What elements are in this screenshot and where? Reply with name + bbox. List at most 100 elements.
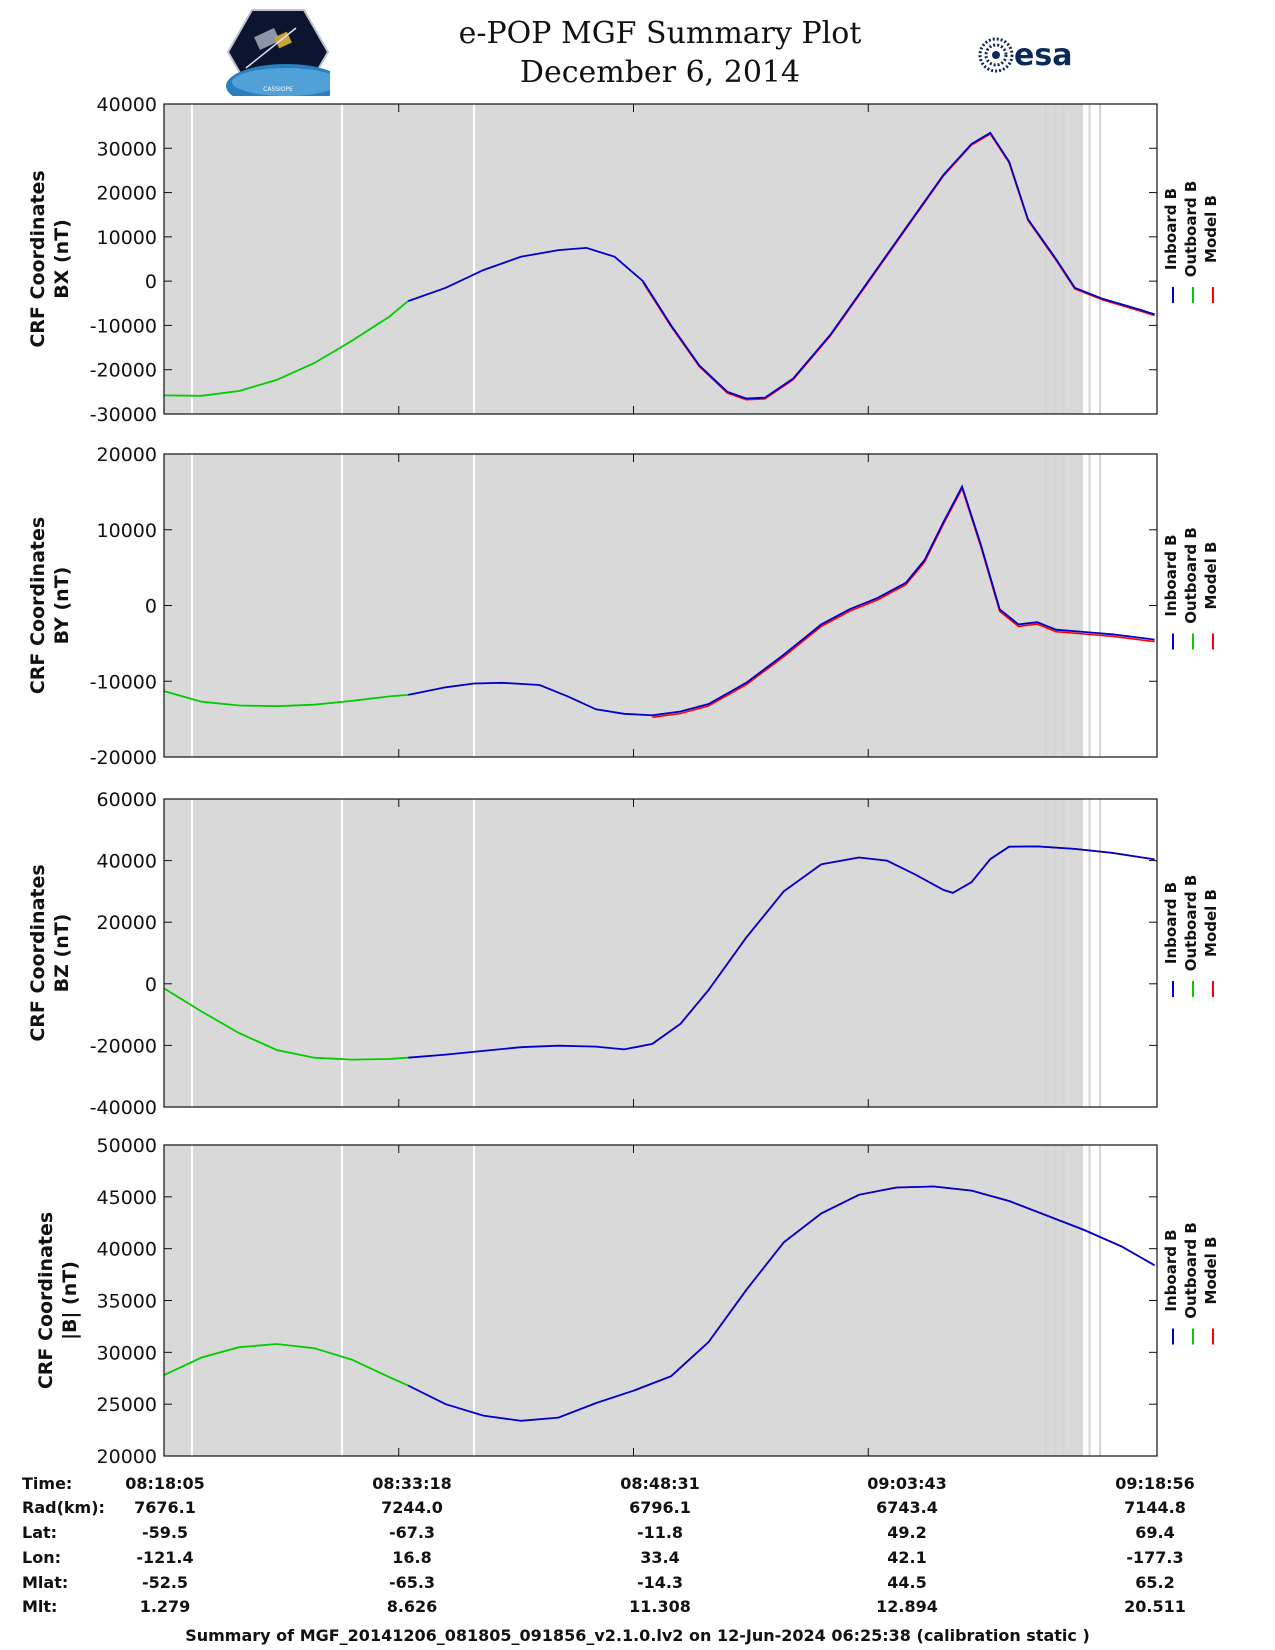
info-value: 49.2 xyxy=(887,1523,927,1542)
info-value: -67.3 xyxy=(388,1523,436,1542)
y-tick-label: 20000 xyxy=(97,1446,157,1468)
info-value: 09:03:43 xyxy=(867,1474,947,1493)
info-value: 42.1 xyxy=(887,1548,927,1567)
legend-label: Model B xyxy=(1202,1237,1220,1305)
y-axis-label-line2: |B| (nT) xyxy=(59,1261,81,1340)
legend-label: Outboard B xyxy=(1182,875,1200,972)
panel-3: -40000 -20000 0 20000 40000 60000 CRF Coordina… xyxy=(27,789,1220,1119)
y-axis-label-line1: CRF Coordinates xyxy=(27,170,49,347)
legend-label: Model B xyxy=(1202,542,1220,610)
info-value: -177.3 xyxy=(1126,1548,1184,1567)
info-value: 44.5 xyxy=(887,1573,927,1592)
info-value: 65.2 xyxy=(1135,1573,1175,1592)
y-tick-label: 25000 xyxy=(97,1394,157,1416)
info-value: -11.8 xyxy=(636,1523,684,1542)
series-outboard-b xyxy=(163,1343,409,1387)
y-tick-label: 60000 xyxy=(97,789,157,811)
y-tick-label: -20000 xyxy=(90,360,157,382)
y-tick-label: 10000 xyxy=(97,227,157,249)
y-tick-label: 20000 xyxy=(97,912,157,934)
esa-logo: esa xyxy=(978,37,1072,73)
y-axis-label-line2: BZ (nT) xyxy=(51,914,73,993)
y-tick-label: 0 xyxy=(145,974,157,996)
y-tick-label: 35000 xyxy=(97,1291,157,1313)
info-value: -59.5 xyxy=(141,1523,189,1542)
y-tick-label: -20000 xyxy=(90,747,157,769)
y-tick-label: 0 xyxy=(145,596,157,618)
info-row: Mlat: -52.5 -65.3 -14.3 44.5 65.2 xyxy=(0,1573,1275,1597)
legend-label: Model B xyxy=(1202,889,1220,957)
info-value: -121.4 xyxy=(136,1548,194,1567)
legend-label: Outboard B xyxy=(1182,527,1200,624)
info-row: Mlt: 1.279 8.626 11.308 12.894 20.511 xyxy=(0,1597,1275,1621)
orbit-info-table: Time: 08:18:05 08:33:18 08:48:31 09:03:43 09:… xyxy=(0,1466,1275,1616)
info-value: -65.3 xyxy=(388,1573,436,1592)
info-value: 6743.4 xyxy=(876,1498,938,1517)
series-outboard-b xyxy=(163,690,409,708)
plot-frame xyxy=(163,798,1158,1108)
info-row-label: Mlt: xyxy=(22,1597,58,1616)
info-value: 7676.1 xyxy=(134,1498,196,1517)
info-value: 20.511 xyxy=(1124,1597,1186,1616)
legend-label: Inboard B xyxy=(1162,188,1180,270)
plot-frame xyxy=(163,103,1158,415)
plot-area-background xyxy=(164,104,1157,414)
info-value: 08:48:31 xyxy=(620,1474,700,1493)
y-axis-label: CRF Coordinates BX (nT) xyxy=(27,170,73,347)
series-inboard-b xyxy=(407,1185,1156,1422)
logo-left-caption: CASSIOPE xyxy=(263,86,293,93)
legend-label: Inboard B xyxy=(1162,882,1180,964)
info-row-label: Rad(km): xyxy=(22,1498,105,1517)
info-row: Lon: -121.4 16.8 33.4 42.1 -177.3 xyxy=(0,1548,1275,1572)
plot-date: December 6, 2014 xyxy=(519,55,801,90)
y-tick-label: -20000 xyxy=(90,1035,157,1057)
info-value: -52.5 xyxy=(141,1573,189,1592)
y-tick-label: 0 xyxy=(145,271,157,293)
y-tick-label: 20000 xyxy=(97,183,157,205)
y-tick-label: 45000 xyxy=(97,1187,157,1209)
y-tick-label: 10000 xyxy=(97,520,157,542)
y-axis-label-line1: CRF Coordinates xyxy=(27,864,49,1041)
series-outboard-b xyxy=(163,987,409,1061)
info-row: Time: 08:18:05 08:33:18 08:48:31 09:03:43 09:… xyxy=(0,1474,1275,1498)
y-tick-label: 30000 xyxy=(97,138,157,160)
y-tick-label: -10000 xyxy=(90,315,157,337)
data-gap-region xyxy=(1083,799,1157,1107)
legend-label: Outboard B xyxy=(1182,1222,1200,1319)
info-row-label: Time: xyxy=(22,1474,73,1493)
data-gap-region xyxy=(1083,104,1157,414)
info-value: 16.8 xyxy=(392,1548,432,1567)
y-tick-label: 40000 xyxy=(97,1239,157,1261)
series-inboard-b xyxy=(407,484,1155,717)
info-value: 7144.8 xyxy=(1124,1498,1186,1517)
info-value: 12.894 xyxy=(876,1597,938,1616)
info-value: 09:18:56 xyxy=(1115,1474,1195,1493)
y-tick-label: -30000 xyxy=(90,404,157,426)
y-tick-label: 40000 xyxy=(97,851,157,873)
panel-2: -20000 -10000 0 10000 20000 CRF Coordinates BY… xyxy=(27,444,1220,769)
data-gap-region xyxy=(1083,1145,1157,1456)
plot-area-background xyxy=(164,1145,1157,1456)
cassiope-logo: CASSIOPE xyxy=(226,9,330,96)
info-row-label: Mlat: xyxy=(22,1573,69,1592)
y-tick-label: -40000 xyxy=(90,1097,157,1119)
info-value: 11.308 xyxy=(629,1597,691,1616)
info-row: Rad(km): 7676.1 7244.0 6796.1 6743.4 7144.8 xyxy=(0,1498,1275,1522)
plot-area-background xyxy=(164,454,1157,757)
plot-area-background xyxy=(164,799,1157,1107)
info-value: 33.4 xyxy=(640,1548,680,1567)
info-value: 1.279 xyxy=(139,1597,191,1616)
info-value: 6796.1 xyxy=(629,1498,691,1517)
y-tick-label: -10000 xyxy=(90,671,157,693)
panel-4: 20000 25000 30000 35000 40000 45000 50000 CRF C… xyxy=(35,1135,1220,1468)
info-row-label: Lon: xyxy=(22,1548,61,1567)
title-block: e-POP MGF Summary Plot December 6, 2014 xyxy=(400,14,920,92)
panel-1: -30000 -20000 -10000 0 10000 20000 30000 40000 C… xyxy=(27,94,1220,426)
legend-label: Inboard B xyxy=(1162,534,1180,616)
info-value: 08:18:05 xyxy=(125,1474,205,1493)
info-value: 7244.0 xyxy=(381,1498,443,1517)
info-value: -14.3 xyxy=(636,1573,684,1592)
y-axis-label-line2: BX (nT) xyxy=(51,219,73,299)
y-axis-label: CRF Coordinates BZ (nT) xyxy=(27,864,73,1041)
series-outboard-b xyxy=(163,300,409,397)
